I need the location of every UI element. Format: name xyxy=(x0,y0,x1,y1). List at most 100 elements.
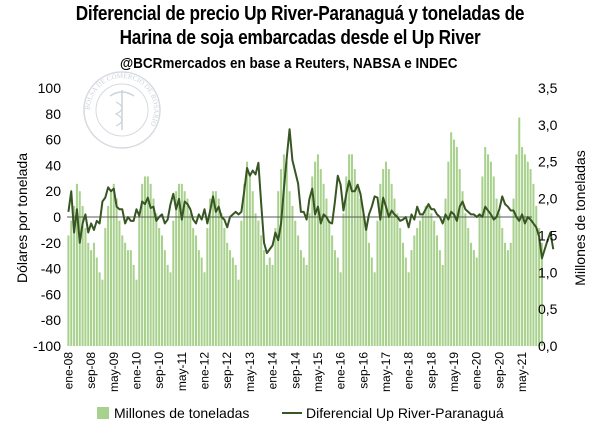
y-right-tick-label: 2,0 xyxy=(538,191,558,207)
tonnage-bar xyxy=(268,257,271,346)
x-tick-label: ene-18 xyxy=(402,352,416,390)
tonnage-bar xyxy=(243,183,246,346)
tonnage-bar xyxy=(138,213,141,346)
x-tick-label: may-09 xyxy=(107,352,121,392)
tonnage-bar xyxy=(350,154,353,346)
x-tick-label: sep-10 xyxy=(152,352,166,389)
tonnage-bar xyxy=(189,213,192,346)
y-axis-right-ticks: 3,5 3,0 2,5 2,0 1,5 1,0 0,5 0,0 xyxy=(538,80,558,354)
tonnage-bar xyxy=(223,228,226,346)
tonnage-bar xyxy=(121,235,124,346)
tonnage-bar xyxy=(237,279,240,346)
y-right-tick-label: 0,5 xyxy=(538,301,558,317)
tonnage-bar xyxy=(229,250,232,346)
tonnage-bar xyxy=(271,264,274,346)
tonnage-bar xyxy=(504,242,507,346)
tonnage-bar xyxy=(263,250,266,346)
tonnage-bar xyxy=(319,169,322,346)
x-axis-ticks: ene-08 sep-08 may-09 ene-10 sep-10 may-11 ene-… xyxy=(61,352,529,392)
line-series-differential xyxy=(67,128,555,260)
tonnage-bar xyxy=(518,117,521,347)
tonnage-bar xyxy=(316,154,319,346)
y-left-tick-label: 0 xyxy=(53,209,61,225)
tonnage-bar xyxy=(95,257,98,346)
tonnage-bar xyxy=(413,235,416,346)
tonnage-bar xyxy=(90,250,93,346)
tonnage-bar xyxy=(390,183,393,346)
tonnage-bar xyxy=(98,272,101,346)
tonnage-bar xyxy=(501,228,504,346)
tonnage-bar xyxy=(526,161,529,346)
tonnage-bar xyxy=(481,176,484,346)
tonnage-bar xyxy=(376,220,379,346)
tonnage-bar xyxy=(438,250,441,346)
tonnage-bar xyxy=(532,183,535,346)
tonnage-bar xyxy=(336,257,339,346)
y-left-tick-label: -60 xyxy=(41,286,61,302)
tonnage-bar xyxy=(285,161,288,346)
tonnage-bar xyxy=(401,242,405,346)
y-left-tick-label: 60 xyxy=(45,132,61,148)
tonnage-bar xyxy=(325,198,328,346)
tonnage-bar xyxy=(132,264,135,346)
x-tick-label: may-17 xyxy=(379,352,393,392)
tonnage-bar xyxy=(495,198,498,346)
chart-title: Diferencial de precio Up River-Paranaguá… xyxy=(0,2,600,50)
tonnage-bar xyxy=(455,146,458,346)
tonnage-bar xyxy=(435,235,439,346)
tonnage-bar xyxy=(75,183,78,346)
y-left-tick-label: -100 xyxy=(33,338,61,354)
tonnage-bar xyxy=(356,183,359,346)
tonnage-bar xyxy=(302,257,305,346)
watermark-caduceus-snake xyxy=(114,101,123,127)
tonnage-bar xyxy=(421,213,424,346)
x-tick-label: may-19 xyxy=(447,352,461,392)
tonnage-bar xyxy=(280,169,283,346)
tonnage-bar xyxy=(472,250,475,346)
tonnage-bar xyxy=(492,176,495,346)
tonnage-bar xyxy=(160,235,163,346)
x-tick-label: may-11 xyxy=(175,352,189,391)
tonnage-bar xyxy=(475,257,478,346)
tonnage-bar xyxy=(288,191,291,346)
tonnage-bar xyxy=(73,205,76,346)
tonnage-bar xyxy=(234,264,237,346)
tonnage-bar xyxy=(81,205,84,346)
y-right-tick-label: 0,0 xyxy=(538,338,558,354)
x-tick-label: may-15 xyxy=(311,352,325,392)
tonnage-bar xyxy=(294,220,297,346)
x-tick-label: sep-20 xyxy=(492,352,506,389)
tonnage-bar xyxy=(379,183,382,346)
tonnage-bar xyxy=(217,198,220,346)
tonnage-bar xyxy=(226,242,229,346)
tonnage-bar xyxy=(212,191,215,346)
tonnage-bar xyxy=(172,220,175,346)
y-left-tick-label: -80 xyxy=(41,312,61,328)
tonnage-bar xyxy=(521,146,524,346)
tonnage-bar xyxy=(155,213,158,346)
tonnage-bar xyxy=(192,228,195,346)
tonnage-bar xyxy=(399,228,402,346)
tonnage-bar xyxy=(484,146,487,346)
watermark-outer-ring xyxy=(83,71,161,149)
tonnage-bar xyxy=(535,205,538,346)
y-right-tick-label: 3,0 xyxy=(538,117,558,133)
tonnage-bar xyxy=(353,169,356,346)
tonnage-bar xyxy=(152,198,155,346)
tonnage-bar xyxy=(231,257,234,346)
chart-title-line-1: Diferencial de precio Up River-Paranaguá… xyxy=(75,3,525,25)
bar-series-tonnage xyxy=(67,117,543,347)
tonnage-bar xyxy=(433,220,436,346)
tonnage-bar xyxy=(404,257,407,346)
tonnage-bar xyxy=(101,279,104,346)
tonnage-bar xyxy=(291,205,294,346)
tonnage-bar xyxy=(487,154,490,346)
tonnage-bar xyxy=(314,161,317,346)
tonnage-bar xyxy=(158,228,161,346)
tonnage-bar xyxy=(203,272,206,346)
tonnage-bar xyxy=(430,213,433,346)
tonnage-bar xyxy=(92,242,95,346)
tonnage-bar xyxy=(418,220,422,346)
tonnage-bar xyxy=(387,169,390,346)
